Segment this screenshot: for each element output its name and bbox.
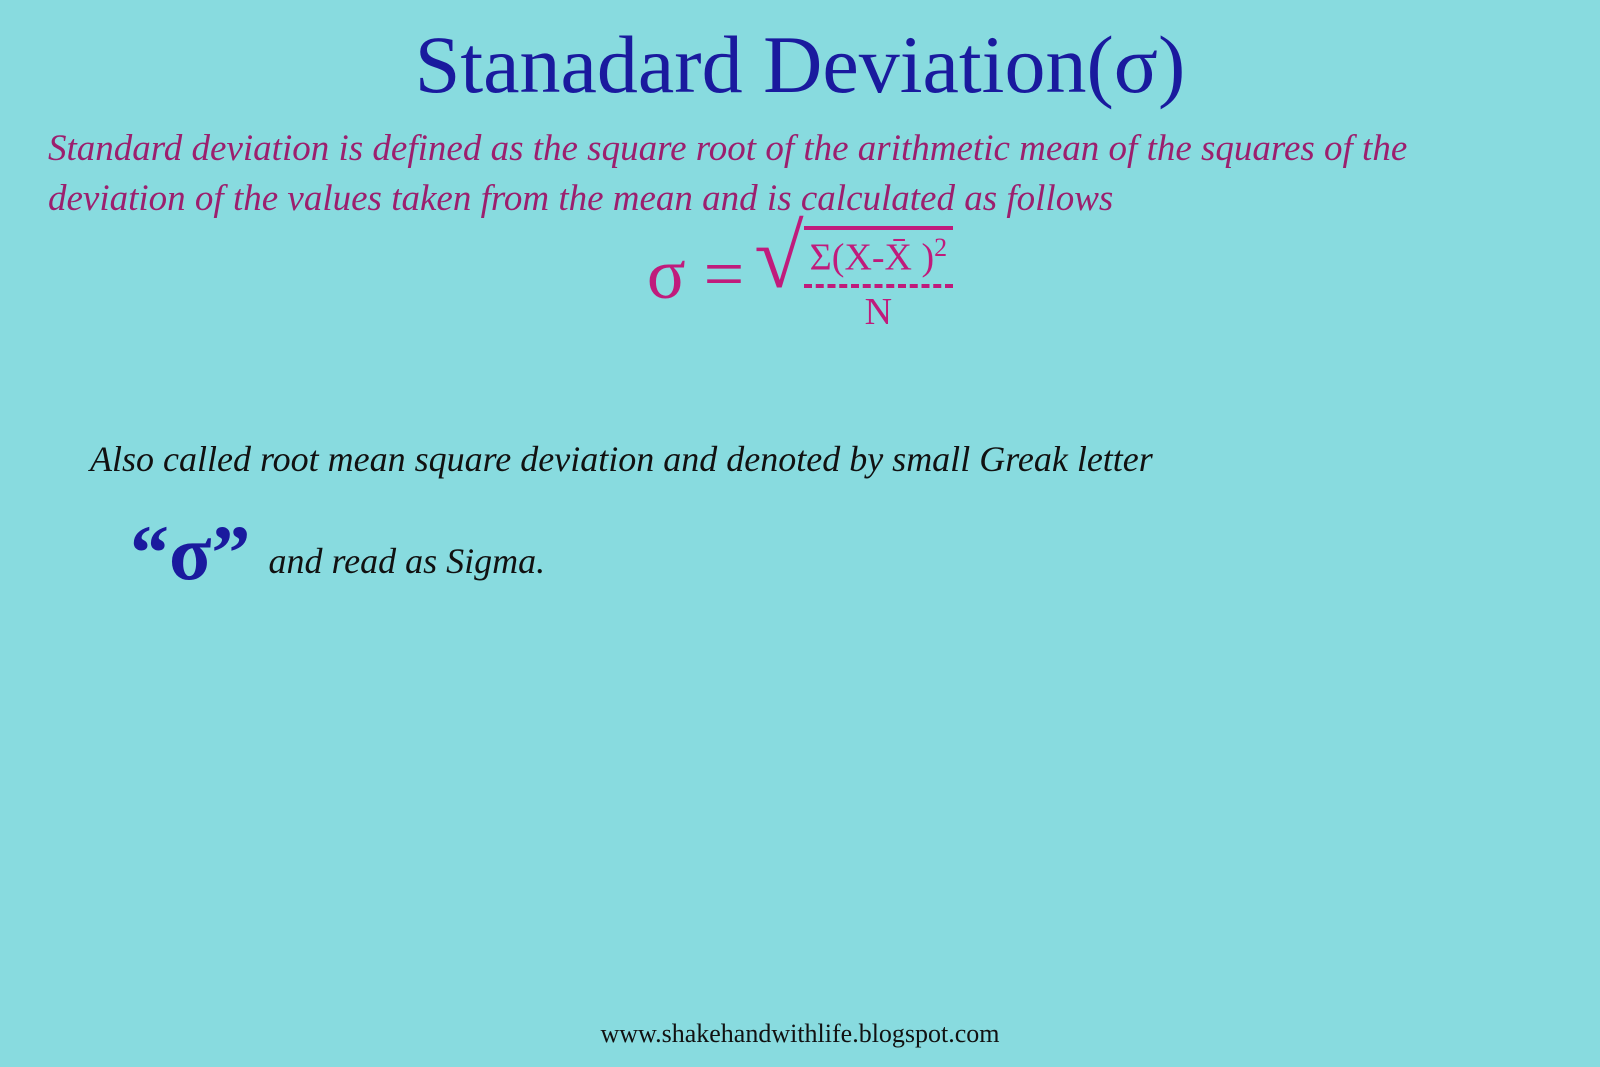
formula: σ = √ Σ(X-X̄ )2 N: [647, 216, 953, 334]
sigma-notation-line: “σ” and read as Sigma.: [0, 484, 1600, 592]
radical-sign-icon: √: [754, 222, 803, 294]
formula-lhs: σ =: [647, 233, 754, 316]
formula-container: σ = √ Σ(X-X̄ )2 N: [0, 216, 1600, 334]
footer-url: www.shakehandwithlife.blogspot.com: [0, 1019, 1600, 1049]
denominator: N: [865, 288, 892, 334]
numerator-base: Σ(X-X̄ ): [810, 237, 934, 279]
fraction: Σ(X-X̄ )2 N: [804, 226, 953, 334]
page-title: Stanadard Deviation(σ): [0, 0, 1600, 112]
radical: √ Σ(X-X̄ )2 N: [754, 216, 953, 334]
note-text: Also called root mean square deviation a…: [0, 334, 1600, 484]
numerator-exponent: 2: [934, 233, 947, 262]
read-as-text: and read as Sigma.: [268, 540, 545, 592]
numerator: Σ(X-X̄ )2: [804, 230, 953, 288]
sigma-quoted: “σ”: [130, 514, 250, 592]
